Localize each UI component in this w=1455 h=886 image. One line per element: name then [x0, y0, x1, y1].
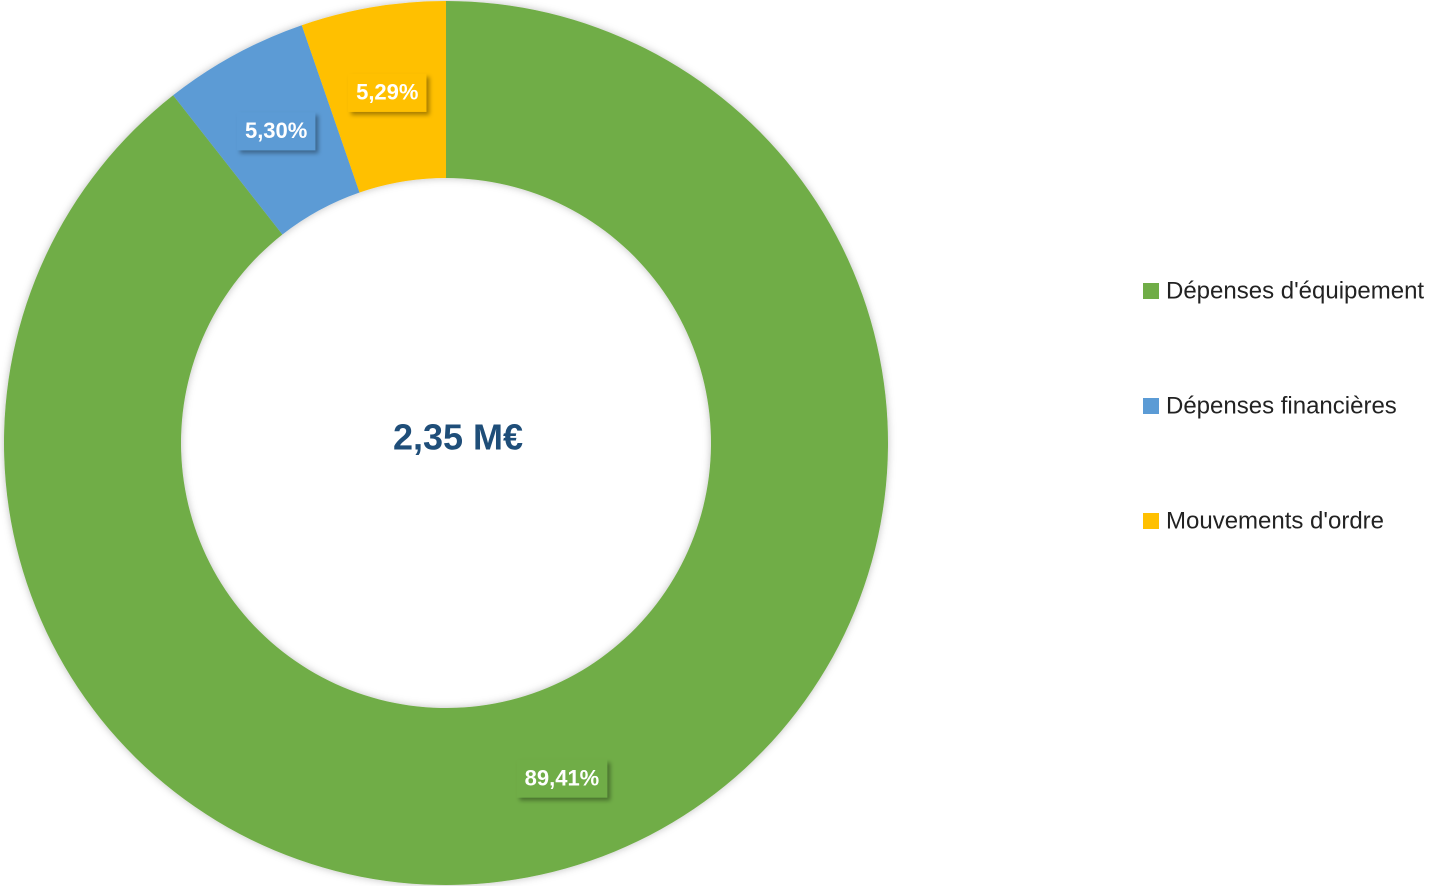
legend-label: Dépenses financières	[1166, 392, 1397, 419]
data-label-box	[348, 73, 427, 112]
data-label-box	[516, 759, 608, 798]
data-label-box	[236, 112, 316, 151]
legend-swatch	[1143, 283, 1159, 299]
donut	[3, 1, 889, 885]
legend-swatch	[1143, 513, 1159, 529]
slice	[3, 1, 889, 885]
data-label: 89,41%	[525, 765, 600, 790]
center-total: 2,35 M€	[393, 417, 523, 458]
legend-swatch	[1143, 398, 1159, 414]
legend-label: Mouvements d'ordre	[1166, 507, 1384, 534]
legend-label: Dépenses d'équipement	[1166, 277, 1424, 304]
data-label: 5,29%	[356, 80, 418, 105]
data-label: 5,30%	[245, 118, 307, 143]
